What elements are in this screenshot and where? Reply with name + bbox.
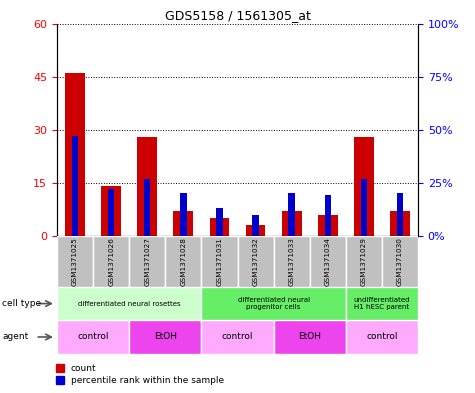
Bar — [57, 320, 129, 354]
Text: EtOH: EtOH — [154, 332, 177, 342]
Bar — [346, 287, 418, 320]
Text: control: control — [77, 332, 109, 342]
Text: GSM1371026: GSM1371026 — [108, 237, 114, 286]
Bar — [390, 211, 410, 236]
Bar — [246, 225, 266, 236]
Bar — [65, 73, 85, 236]
Bar — [201, 236, 238, 287]
Bar — [361, 178, 367, 236]
Text: GSM1371033: GSM1371033 — [289, 237, 294, 286]
Bar — [144, 178, 151, 236]
Text: GSM1371034: GSM1371034 — [325, 237, 331, 286]
Text: differentiated neural
progenitor cells: differentiated neural progenitor cells — [238, 297, 310, 310]
Bar — [57, 236, 93, 287]
Bar — [274, 236, 310, 287]
Bar — [252, 215, 259, 236]
Bar — [282, 211, 302, 236]
Bar — [382, 236, 418, 287]
Bar — [93, 236, 129, 287]
Bar — [201, 320, 274, 354]
Bar — [310, 236, 346, 287]
Bar — [397, 193, 403, 236]
Bar — [209, 218, 229, 236]
Text: EtOH: EtOH — [298, 332, 321, 342]
Text: GSM1371029: GSM1371029 — [361, 237, 367, 286]
Text: GSM1371030: GSM1371030 — [397, 237, 403, 286]
Bar — [346, 236, 382, 287]
Bar — [108, 189, 114, 236]
Bar — [288, 193, 295, 236]
Bar — [324, 195, 331, 236]
Bar — [354, 137, 374, 236]
Legend: count, percentile rank within the sample: count, percentile rank within the sample — [52, 360, 228, 389]
Bar — [72, 136, 78, 236]
Bar — [57, 287, 201, 320]
Bar — [238, 236, 274, 287]
Bar — [346, 320, 418, 354]
Bar — [129, 320, 201, 354]
Text: GSM1371031: GSM1371031 — [217, 237, 222, 286]
Bar — [137, 137, 157, 236]
Text: GSM1371028: GSM1371028 — [180, 237, 186, 286]
Text: agent: agent — [2, 332, 28, 342]
Text: control: control — [366, 332, 398, 342]
Bar — [201, 287, 346, 320]
Bar — [318, 215, 338, 236]
Bar — [180, 193, 187, 236]
Text: GSM1371032: GSM1371032 — [253, 237, 258, 286]
Bar — [129, 236, 165, 287]
Bar — [101, 186, 121, 236]
Bar — [274, 320, 346, 354]
Text: undifferentiated
H1 hESC parent: undifferentiated H1 hESC parent — [354, 297, 410, 310]
Text: cell type: cell type — [2, 299, 41, 308]
Bar — [216, 208, 223, 236]
Text: differentiated neural rosettes: differentiated neural rosettes — [78, 301, 180, 307]
Bar — [165, 236, 201, 287]
Text: GSM1371027: GSM1371027 — [144, 237, 150, 286]
Bar — [173, 211, 193, 236]
Title: GDS5158 / 1561305_at: GDS5158 / 1561305_at — [164, 9, 311, 22]
Text: GSM1371025: GSM1371025 — [72, 237, 78, 286]
Text: control: control — [222, 332, 253, 342]
